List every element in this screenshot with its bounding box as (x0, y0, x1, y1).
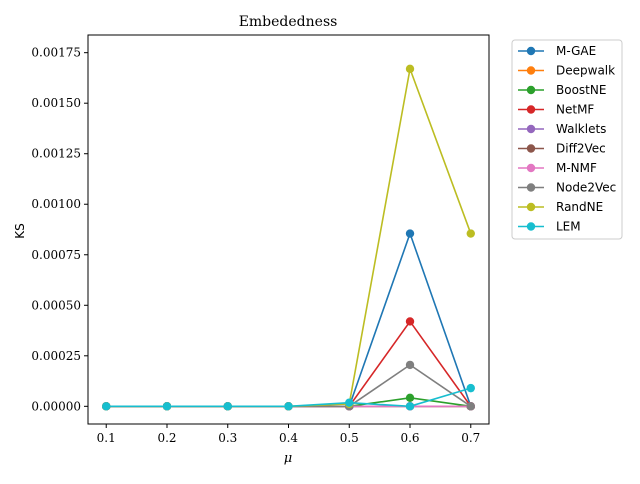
data-point (466, 229, 475, 238)
legend-label: Deepwalk (556, 64, 615, 78)
legend-swatch-marker (526, 163, 536, 173)
data-point (405, 64, 415, 74)
legend-swatch-marker (526, 105, 536, 114)
legend-label: NetMF (556, 103, 594, 117)
x-axis-ticks: 0.1 0.2 0.3 0.4 0.5 0.6 0.7 (97, 424, 480, 445)
legend-item: Node2Vec (518, 181, 616, 195)
legend-label: Node2Vec (556, 181, 616, 195)
legend-label: M-GAE (556, 44, 596, 58)
legend-label: RandNE (556, 200, 603, 214)
legend-label: LEM (556, 220, 581, 234)
data-point (345, 398, 354, 407)
data-point (466, 402, 475, 411)
legend-item: M-GAE (518, 44, 596, 58)
x-tick-label: 0.7 (461, 431, 480, 445)
data-point (223, 402, 232, 411)
y-axis-label: KS (13, 223, 27, 239)
legend-item: M-NMF (518, 161, 597, 175)
y-tick-label: 0.00000 (31, 399, 81, 413)
legend-swatch-marker (526, 124, 536, 134)
x-tick-label: 0.2 (157, 431, 176, 445)
y-tick-label: 0.00100 (31, 197, 81, 211)
legend-item: Walklets (518, 122, 606, 136)
legend-label: Diff2Vec (556, 142, 606, 156)
legend-label: BoostNE (556, 83, 606, 97)
y-tick-label: 0.00025 (31, 349, 81, 363)
legend-label: Walklets (556, 122, 606, 136)
data-point (405, 393, 415, 403)
data-point (102, 402, 111, 411)
x-tick-label: 0.4 (279, 431, 298, 445)
y-axis-ticks: 0.00000 0.00025 0.00050 0.00075 0.00100 0.001… (31, 46, 88, 413)
y-tick-label: 0.00175 (31, 46, 81, 60)
data-point (162, 402, 172, 411)
x-tick-label: 0.3 (218, 431, 237, 445)
legend-swatch-marker (526, 66, 536, 75)
legend-swatch-marker (526, 144, 536, 153)
legend-swatch-marker (526, 183, 536, 192)
series-lem (102, 383, 475, 411)
data-point (284, 402, 293, 411)
legend-swatch-marker (526, 85, 536, 95)
legend-item: Deepwalk (518, 64, 615, 78)
data-point (405, 229, 415, 238)
data-point (405, 402, 415, 411)
legend-item: NetMF (518, 103, 594, 117)
y-tick-label: 0.00125 (31, 147, 81, 161)
legend-swatch-marker (526, 202, 536, 212)
data-point (466, 383, 475, 393)
legend-item: BoostNE (518, 83, 606, 97)
data-point (405, 360, 415, 370)
legend-item: LEM (518, 220, 581, 234)
x-tick-label: 0.6 (400, 431, 419, 445)
legend-swatch-marker (526, 222, 536, 231)
y-tick-label: 0.00075 (31, 248, 81, 262)
x-axis-label: μ (284, 451, 292, 466)
x-tick-label: 0.1 (97, 431, 116, 445)
legend-label: M-NMF (556, 161, 597, 175)
series-layer (102, 64, 475, 411)
legend: M-GAE Deepwalk BoostNE NetMF Walklets Diff2Ve… (511, 39, 623, 240)
legend-item: RandNE (518, 200, 603, 214)
plot-frame (87, 34, 490, 425)
chart-title: Embededness (239, 14, 338, 30)
legend-item: Diff2Vec (518, 142, 606, 156)
data-point (405, 317, 415, 326)
legend-swatch-marker (526, 46, 536, 56)
y-tick-label: 0.00050 (31, 298, 81, 312)
x-tick-label: 0.5 (340, 431, 359, 445)
y-tick-label: 0.00150 (31, 96, 81, 110)
